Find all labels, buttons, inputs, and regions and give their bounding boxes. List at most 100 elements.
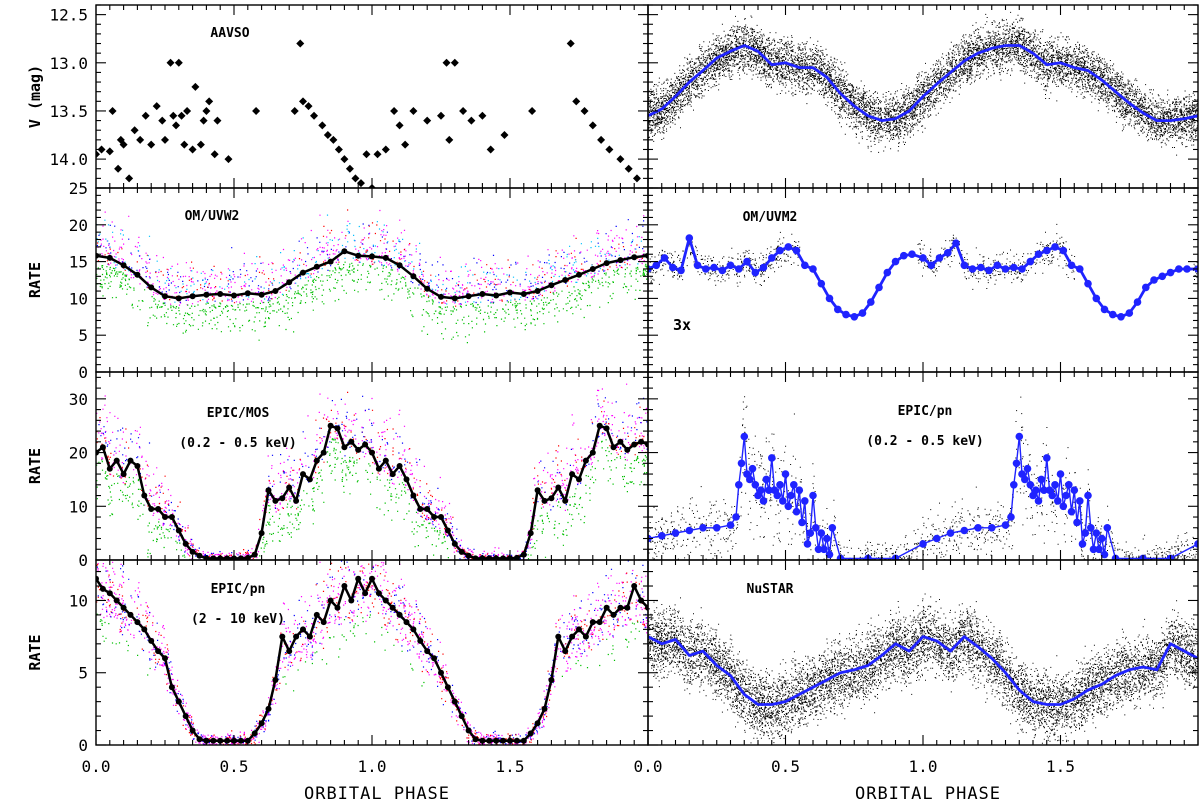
binned-marker [1070, 486, 1079, 495]
binned-marker [548, 495, 555, 502]
binned-marker [99, 444, 106, 451]
binned-marker [617, 604, 624, 611]
y-tick-label-epic_pn_hard: 0 [78, 736, 88, 755]
y-tick-label-om_uvw2: 20 [69, 216, 88, 235]
binned-marker [189, 293, 196, 300]
binned-marker [382, 597, 389, 604]
panel-label-nustar: NuSTAR [747, 582, 794, 597]
binned-marker [806, 529, 815, 537]
binned-marker [1109, 310, 1117, 319]
binned-marker [438, 293, 444, 300]
binned-marker [410, 492, 417, 499]
panel-label-epic_pn_hard: (2 - 10 keV) [191, 612, 285, 627]
aavso-point [323, 131, 332, 140]
frame-aavso [95, 4, 649, 189]
binned-marker [396, 463, 403, 469]
binned-marker [1078, 540, 1087, 548]
binned-marker [828, 524, 837, 532]
binned-marker [858, 309, 867, 317]
binned-marker [746, 475, 754, 484]
binned-marker [244, 290, 251, 297]
aavso-point [290, 106, 299, 115]
binned-marker [141, 626, 148, 633]
binned-marker [555, 633, 562, 640]
binned-marker [458, 548, 465, 555]
ticks-om_uvm2 [647, 187, 1199, 373]
binned-marker [1081, 529, 1090, 537]
binned-marker [189, 548, 196, 555]
binned-marker [562, 648, 569, 655]
binned-marker [645, 441, 648, 448]
binned-marker [182, 540, 189, 547]
binned-marker [210, 555, 217, 560]
binned-marker [403, 619, 410, 626]
binned-marker [120, 471, 127, 478]
panel-label-epic_pn_hard: EPIC/pn [211, 582, 266, 597]
aavso-point [362, 150, 371, 159]
binned-marker [1158, 272, 1167, 281]
binned-marker [569, 633, 576, 640]
aavso-point [105, 147, 114, 156]
panel-om_uvm2 [648, 223, 1198, 321]
binned-marker [960, 526, 969, 535]
y-tick-label-epic_mos_soft: 20 [69, 444, 88, 463]
aavso-point [196, 140, 205, 149]
binned-marker [740, 432, 749, 441]
binned-marker [569, 471, 576, 478]
panel-label-om_uvm2: OM/UVM2 [743, 210, 798, 225]
binned-marker [1175, 265, 1183, 273]
binned-marker [944, 249, 952, 257]
binned-marker [798, 518, 806, 527]
binned-marker [472, 736, 479, 743]
binned-marker [231, 292, 237, 299]
binned-marker [300, 269, 306, 276]
binned-marker [320, 619, 327, 626]
binned-marker [555, 484, 562, 491]
binned-marker [1021, 475, 1029, 484]
binned-marker [465, 293, 472, 300]
binned-marker [155, 506, 162, 512]
aavso-point [318, 121, 327, 130]
binned-marker [1010, 481, 1018, 489]
binned-marker [493, 292, 500, 299]
binned-marker [1065, 481, 1073, 489]
binned-marker [1026, 257, 1035, 266]
binned-marker [1032, 486, 1040, 495]
binned-marker [410, 273, 417, 280]
aavso-point [528, 106, 537, 115]
binned-marker [1040, 486, 1048, 495]
binned-markers-om_uvm2 [648, 234, 1198, 321]
binned-marker [327, 422, 334, 429]
binned-marker [988, 524, 996, 532]
binned-marker [768, 254, 776, 262]
aavso-point [174, 58, 183, 67]
aavso-point [224, 155, 233, 164]
y-tick-label-aavso: 12.5 [49, 6, 88, 25]
binned-marker [1026, 481, 1035, 489]
binned-marker [1194, 540, 1198, 548]
binned-marker [765, 486, 773, 495]
binned-marker [348, 438, 355, 445]
ticks-aavso [95, 4, 649, 189]
binned-marker [1051, 243, 1059, 251]
binned-marker [867, 298, 875, 306]
binned-marker [624, 604, 631, 611]
binned-marker [451, 698, 458, 705]
aavso-point [205, 97, 214, 106]
binned-marker [369, 575, 375, 582]
aavso-point [96, 150, 100, 159]
binned-marker [935, 254, 944, 262]
binned-marker [773, 491, 782, 500]
binned-marker [120, 604, 127, 611]
aavso-point [304, 102, 313, 111]
binned-marker [803, 540, 812, 548]
binned-marker [237, 555, 244, 560]
panel-label-om_uvw2: OM/UVW2 [185, 209, 240, 224]
aavso-point [624, 164, 633, 173]
binned-marker [576, 271, 582, 278]
binned-marker [993, 261, 1002, 270]
aavso-point [210, 150, 219, 159]
binned-marker [272, 677, 279, 683]
binned-marker [1010, 263, 1018, 272]
binned-marker [1054, 497, 1062, 505]
